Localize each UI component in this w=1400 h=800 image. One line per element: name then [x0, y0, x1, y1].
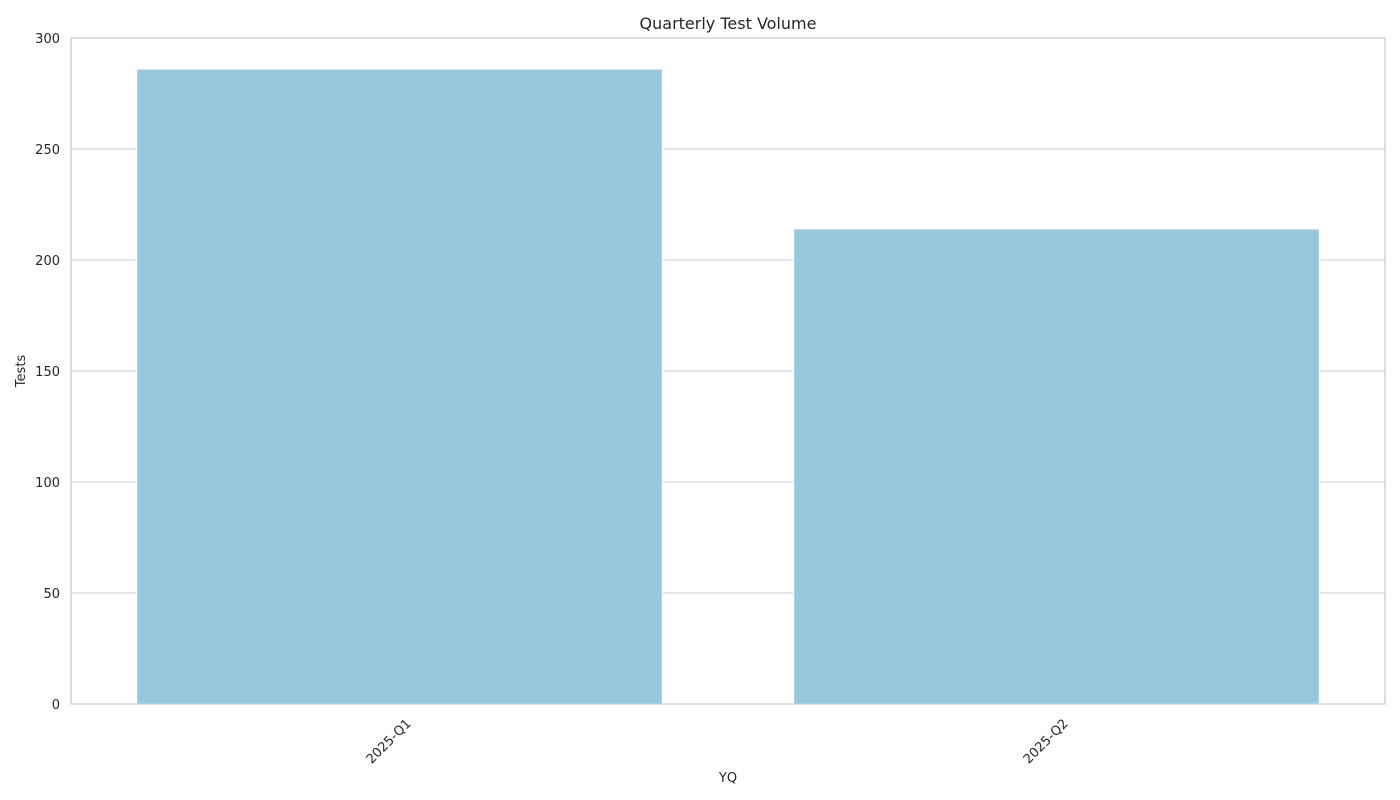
- y-tick-label: 50: [43, 587, 60, 602]
- y-tick-label: 0: [52, 698, 60, 713]
- x-tick-labels: 2025-Q1 2025-Q2: [364, 716, 1072, 767]
- y-tick-label: 150: [35, 365, 60, 380]
- plot-frame: [70, 37, 1386, 705]
- x-tick-label: 2025-Q2: [1021, 716, 1072, 767]
- y-tick-labels: 0 50 100 150 200 250 300: [35, 32, 60, 713]
- y-tick-label: 200: [35, 254, 60, 269]
- bar: [136, 68, 663, 705]
- y-tick-label: 250: [35, 143, 60, 158]
- y-axis-label: Tests: [14, 355, 29, 389]
- x-axis-label: YQ: [718, 771, 737, 786]
- bar: [793, 228, 1320, 705]
- chart-title: Quarterly Test Volume: [640, 14, 817, 33]
- y-tick-label: 100: [35, 476, 60, 491]
- x-tick-label: 2025-Q1: [364, 716, 415, 767]
- bars: [136, 68, 1320, 705]
- y-tick-label: 300: [35, 32, 60, 47]
